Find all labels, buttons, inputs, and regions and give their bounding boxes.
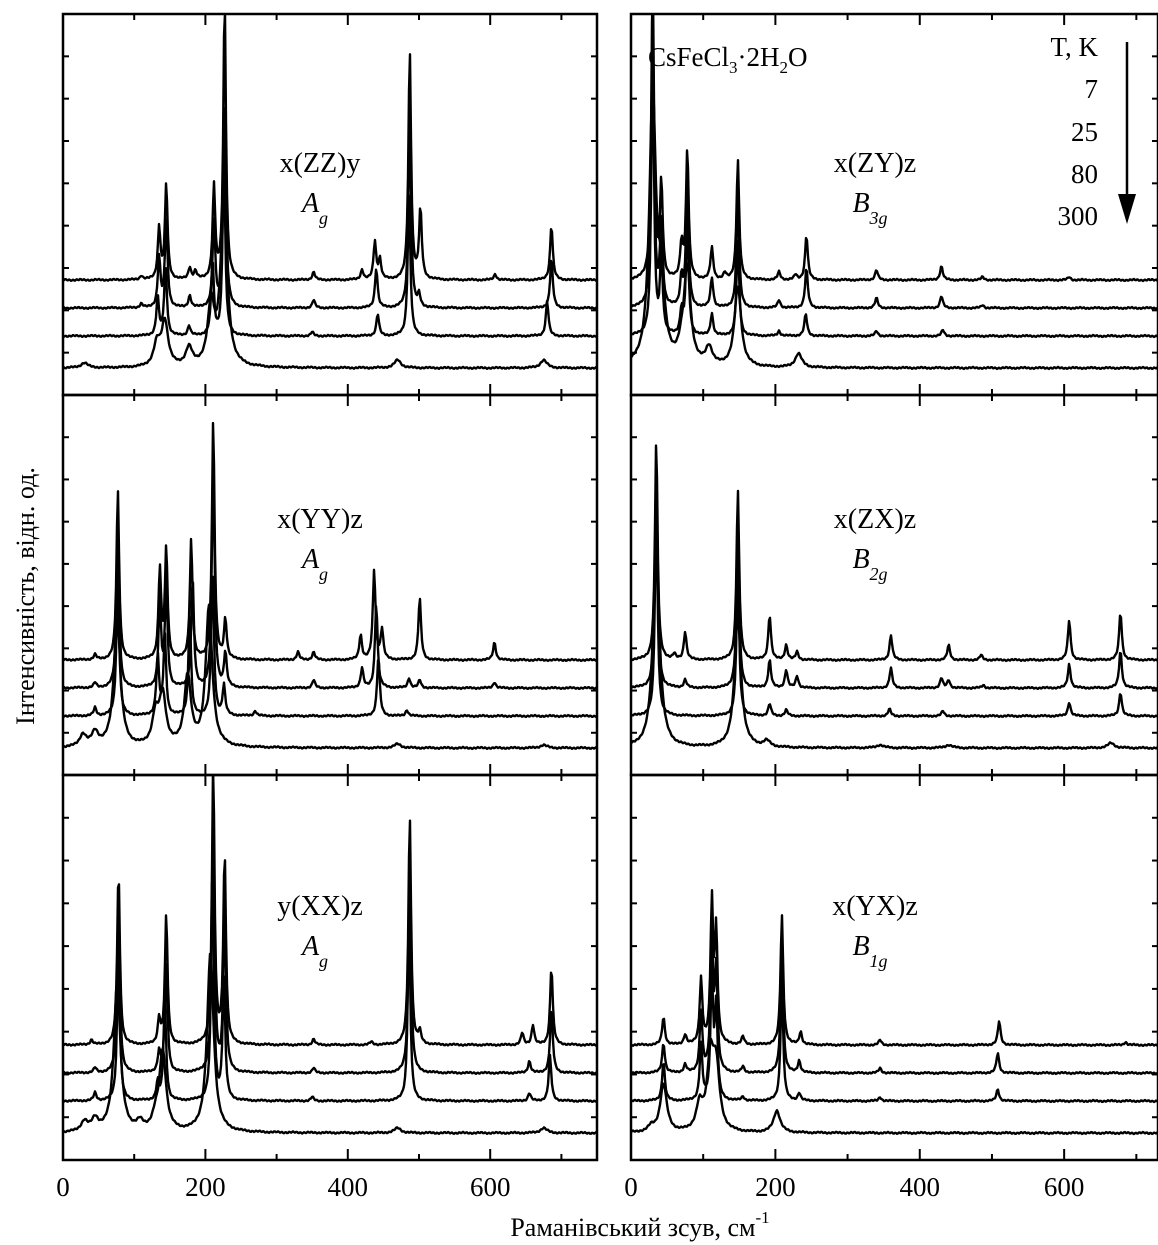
x-tick-label: 600 <box>1044 1172 1085 1202</box>
traces <box>63 421 597 751</box>
symmetry-label: B2g <box>852 544 887 584</box>
x-tick-label: 400 <box>900 1172 941 1202</box>
x-tick-label: 600 <box>470 1172 511 1202</box>
y-axis-label: Інтенсивність, відн. од. <box>11 467 40 725</box>
panel-frame <box>629 393 1158 777</box>
legend-temp: 80 <box>1071 159 1098 189</box>
geometry-label: x(YY)z <box>277 504 363 535</box>
x-axis-label-sup: -1 <box>756 1208 770 1227</box>
compound-part: O <box>788 42 808 72</box>
traces <box>63 775 597 1135</box>
geometry-label: x(ZY)z <box>834 148 916 179</box>
trace-300K <box>631 1037 1158 1136</box>
trace-7K <box>631 444 1158 663</box>
trace-7K <box>631 14 1158 283</box>
symmetry-label: Ag <box>300 931 328 971</box>
trace-25K <box>631 929 1158 1076</box>
x-axis-label-text: Раманівський зсув, см <box>510 1213 755 1242</box>
x-tick-label: 200 <box>755 1172 796 1202</box>
x-tick-label: 0 <box>624 1172 638 1202</box>
trace-300K <box>63 191 597 370</box>
trace-300K <box>631 84 1158 371</box>
trace-25K <box>63 814 597 1075</box>
legend-temp: 7 <box>1085 74 1099 104</box>
panel-frame <box>61 12 599 397</box>
panel-middle-right: x(ZX)z B2g <box>629 393 1158 777</box>
trace-25K <box>63 460 597 691</box>
panel-frame <box>61 773 599 1162</box>
panel-top-left: x(ZZ)y Ag <box>61 12 599 397</box>
trace-25K <box>631 477 1158 691</box>
temperature-arrow-head <box>1118 194 1136 224</box>
trace-300K <box>63 603 597 751</box>
symmetry-label: B3g <box>852 188 887 228</box>
panel-bottom-right: 0 200 400 600 x(YX)z B1g <box>624 773 1158 1202</box>
compound-part: CsFeCl <box>648 42 729 72</box>
trace-80K <box>63 877 597 1103</box>
traces <box>63 14 597 370</box>
traces <box>631 889 1158 1136</box>
trace-80K <box>63 566 597 719</box>
panel-bottom-left: 0 200 400 600 y(XX)z Ag <box>56 773 599 1202</box>
symmetry-label: Ag <box>300 544 328 584</box>
compound-part: ·2H <box>738 42 780 72</box>
legend-temp: 300 <box>1058 201 1099 231</box>
figure-annotations: Інтенсивність, відн. од. Раманівський зс… <box>11 32 1136 1242</box>
compound-sub: 2 <box>780 58 789 77</box>
trace-25K <box>63 107 597 310</box>
x-tick-label: 0 <box>56 1172 70 1202</box>
x-axis-label: Раманівський зсув, см-1 <box>510 1208 769 1242</box>
trace-25K <box>631 26 1158 311</box>
trace-80K <box>63 153 597 339</box>
panels: x(ZZ)y Ag x(ZY)z B3g x(YY)z Ag x(ZX)z B2g 0 200 40… <box>56 12 1158 1202</box>
trace-7K <box>63 775 597 1047</box>
traces <box>631 14 1158 371</box>
panel-frame <box>629 773 1158 1162</box>
geometry-label: x(ZX)z <box>834 504 916 535</box>
legend-temp: 25 <box>1071 117 1098 147</box>
trace-7K <box>63 421 597 663</box>
trace-7K <box>63 14 597 282</box>
trace-80K <box>631 63 1158 339</box>
trace-300K <box>631 547 1158 751</box>
x-tick-label: 200 <box>185 1172 226 1202</box>
trace-80K <box>631 510 1158 719</box>
geometry-label: x(ZZ)y <box>280 148 361 179</box>
compound-label: CsFeCl3·2H2O <box>648 42 808 77</box>
legend-title: T, K <box>1051 32 1099 62</box>
symmetry-label: B1g <box>852 931 887 971</box>
symmetry-label: Ag <box>300 188 328 228</box>
x-tick-label: 400 <box>328 1172 369 1202</box>
trace-300K <box>63 952 597 1135</box>
geometry-label: y(XX)z <box>277 891 363 922</box>
panel-middle-left: x(YY)z Ag <box>61 393 599 777</box>
compound-sub: 3 <box>729 58 738 77</box>
traces <box>631 444 1158 751</box>
geometry-label: x(YX)z <box>832 891 918 922</box>
panel-frame <box>61 393 599 777</box>
